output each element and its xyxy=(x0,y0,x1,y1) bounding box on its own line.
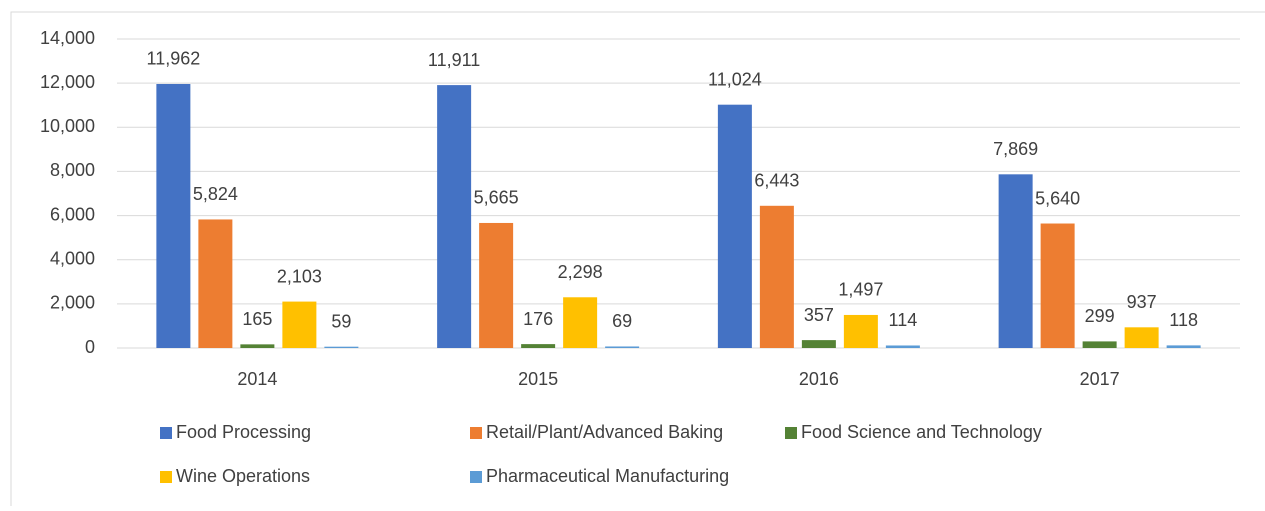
bar xyxy=(1082,341,1117,348)
y-tick-label: 10,000 xyxy=(40,116,95,136)
x-tick-label: 2016 xyxy=(799,369,839,389)
x-tick-label: 2015 xyxy=(518,369,558,389)
bar xyxy=(998,174,1033,348)
data-label: 2,103 xyxy=(277,266,322,286)
legend-label: Food Processing xyxy=(176,422,311,442)
data-label: 2,298 xyxy=(558,262,603,282)
bar xyxy=(1166,345,1201,348)
bar xyxy=(605,346,640,348)
legend-swatch xyxy=(160,471,172,483)
chart-frame xyxy=(10,11,1265,511)
bar xyxy=(843,314,878,348)
y-tick-label: 8,000 xyxy=(50,160,95,180)
data-label: 118 xyxy=(1169,310,1198,330)
legend-swatch xyxy=(785,427,797,439)
data-label: 299 xyxy=(1085,306,1115,326)
y-tick-label: 4,000 xyxy=(50,248,95,268)
legend-label: Wine Operations xyxy=(176,466,310,486)
bar xyxy=(324,346,359,348)
data-label: 11,911 xyxy=(428,50,480,70)
bar xyxy=(801,340,836,348)
data-label: 5,640 xyxy=(1035,188,1080,208)
y-tick-label: 12,000 xyxy=(40,72,95,92)
data-label: 59 xyxy=(331,311,351,331)
y-tick-label: 2,000 xyxy=(50,293,95,313)
y-tick-label: 0 xyxy=(85,337,95,357)
legend-swatch xyxy=(160,427,172,439)
bar xyxy=(240,344,275,348)
x-tick-label: 2014 xyxy=(237,369,277,389)
data-label: 5,665 xyxy=(474,188,519,208)
bar xyxy=(717,104,752,348)
bar xyxy=(156,83,191,349)
data-label: 69 xyxy=(612,311,632,331)
legend-swatch xyxy=(470,471,482,483)
data-label: 11,962 xyxy=(147,49,201,69)
data-label: 1,497 xyxy=(838,280,883,300)
bar xyxy=(885,345,920,348)
bar xyxy=(521,344,556,348)
data-label: 114 xyxy=(889,310,918,330)
bar xyxy=(198,219,233,348)
data-label: 165 xyxy=(242,309,272,329)
y-tick-label: 6,000 xyxy=(50,204,95,224)
data-label: 5,824 xyxy=(193,184,238,204)
legend-swatch xyxy=(470,427,482,439)
bar xyxy=(1124,327,1159,348)
y-tick-label: 14,000 xyxy=(40,28,95,48)
legend-label: Retail/Plant/Advanced Baking xyxy=(486,422,723,442)
data-label: 7,869 xyxy=(993,139,1038,159)
bar xyxy=(759,205,794,348)
bar xyxy=(479,222,514,348)
bar xyxy=(282,301,317,348)
data-label: 11,024 xyxy=(708,69,762,89)
bar xyxy=(1040,223,1075,348)
data-label: 6,443 xyxy=(754,171,799,191)
bar xyxy=(437,85,472,349)
x-tick-label: 2017 xyxy=(1080,369,1120,389)
data-label: 176 xyxy=(523,309,553,329)
data-label: 357 xyxy=(804,305,834,325)
data-label: 937 xyxy=(1127,292,1157,312)
bar xyxy=(563,297,598,348)
legend-label: Pharmaceutical Manufacturing xyxy=(486,466,729,486)
legend-label: Food Science and Technology xyxy=(801,422,1042,442)
